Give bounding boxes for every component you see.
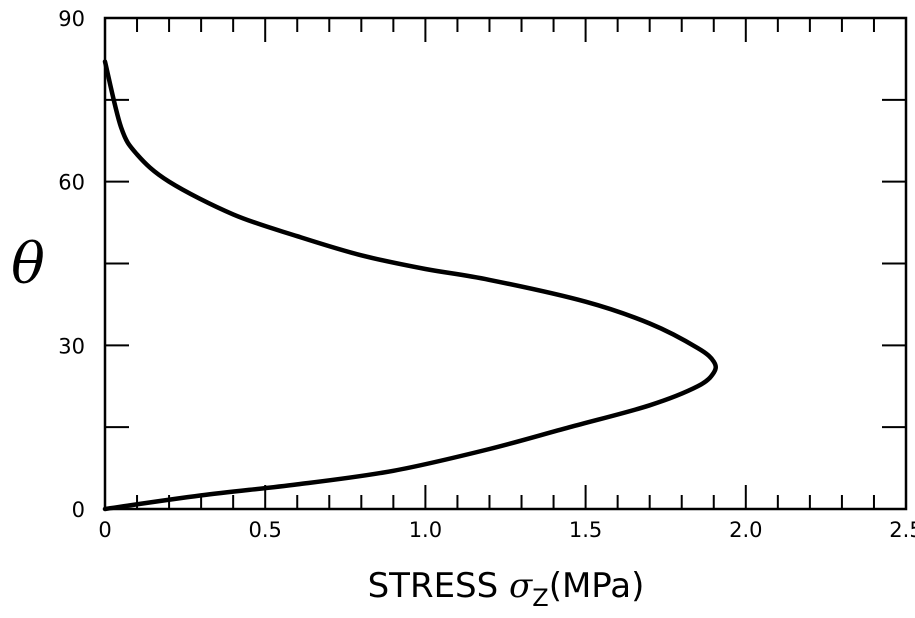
plot-frame [105,18,906,509]
y-tick-label: 0 [72,498,85,522]
x-axis-label-prefix: STRESS [368,566,509,606]
x-tick-labels: 0 0.5 1.0 1.5 2.0 2.5 [98,518,915,542]
x-tick-label: 1.5 [569,518,602,542]
sigma-symbol: σ [509,566,533,606]
y-tick-label: 90 [58,7,85,31]
x-tick-label: 2.5 [889,518,915,542]
x-tick-label: 0.5 [248,518,281,542]
x-axis-label-subscript: Z [532,584,548,612]
x-tick-label: 2.0 [729,518,762,542]
y-tick-labels: 0 30 60 90 [58,7,85,522]
x-axis-label-units: (MPa) [549,566,645,606]
y-tick-label: 30 [58,334,85,358]
svg-text:STRESS σZ(MPa): STRESS σZ(MPa) [368,566,645,612]
axis-ticks [105,18,906,509]
stress-curve [105,62,716,509]
y-tick-label: 60 [58,171,85,195]
x-axis-label: STRESS σZ(MPa) [368,566,645,612]
y-axis-label: θ [11,232,45,297]
x-tick-label: 1.0 [409,518,442,542]
x-tick-label: 0 [98,518,111,542]
